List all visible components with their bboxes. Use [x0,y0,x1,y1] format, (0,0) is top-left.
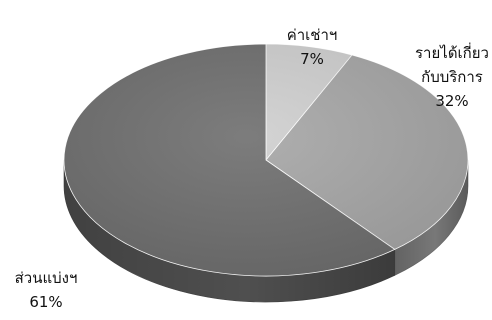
data-label-2: ส่วนแบ่งฯ 61% [15,269,78,311]
data-label-0: ค่าเช่าฯ 7% [287,26,338,68]
data-label-name: ส่วนแบ่งฯ [15,269,78,287]
data-label-1: รายได้เกี่ยวกับบริการ 32% [415,42,489,110]
data-label-percent: 7% [300,50,324,68]
pie-side-shade-1 [394,160,468,276]
pie-slices [63,43,469,277]
data-label-name: รายได้เกี่ยว [415,42,489,62]
pie-side-shade-2 [64,160,395,302]
data-label-name: กับบริการ [421,68,483,86]
data-label-percent: 61% [29,293,62,311]
pie-top-shade [64,44,468,276]
pie-labels: ค่าเช่าฯ 7% รายได้เกี่ยวกับบริการ 32% ส่วนแบ… [15,26,489,311]
data-label-percent: 32% [435,92,468,110]
data-label-name: ค่าเช่าฯ [287,26,338,44]
